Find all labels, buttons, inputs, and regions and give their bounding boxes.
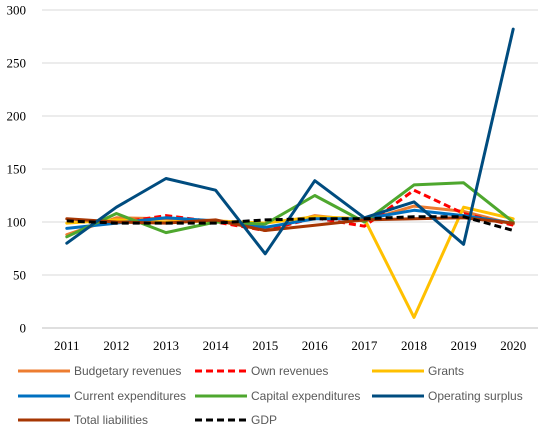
series-lines: [65, 27, 515, 319]
x-tick-label: 2013: [153, 338, 179, 353]
x-tick-label: 2019: [451, 338, 477, 353]
legend-label: Budgetary revenues: [74, 364, 181, 378]
y-tick-label: 100: [7, 215, 27, 230]
legend-label: Capital expenditures: [251, 389, 360, 403]
legend-label: Total liabilities: [74, 413, 148, 427]
x-tick-label: 2016: [302, 338, 329, 353]
x-tick-label: 2015: [252, 338, 278, 353]
y-tick-label: 250: [7, 56, 27, 71]
x-tick-label: 2017: [351, 338, 378, 353]
legend-label: Current expenditures: [74, 389, 186, 403]
legend-label: GDP: [251, 413, 277, 427]
y-tick-label: 150: [7, 162, 27, 177]
legend: Budgetary revenues Own revenues Grants Curr…: [18, 364, 523, 427]
x-tick-label: 2012: [103, 338, 129, 353]
series-line-total-liabilities: [65, 216, 515, 232]
y-axis-ticks: 0 50 100 150 200 250 300: [7, 3, 27, 336]
series-line-current-expenditures: [65, 208, 515, 230]
y-tick-label: 300: [7, 3, 27, 18]
x-tick-label: 2020: [500, 338, 526, 353]
x-tick-label: 2011: [54, 338, 80, 353]
legend-label: Own revenues: [251, 364, 328, 378]
x-tick-label: 2018: [401, 338, 427, 353]
gridlines: [42, 9, 538, 329]
x-tick-label: 2014: [203, 338, 230, 353]
y-tick-label: 0: [20, 321, 27, 336]
legend-label: Grants: [428, 364, 464, 378]
x-axis-ticks: 2011 2012 2013 2014 2015 2016 2017 2018 2019 2020: [54, 338, 526, 353]
series-line-operating-surplus: [65, 27, 515, 256]
series-line-gdp: [66, 215, 514, 232]
y-tick-label: 50: [13, 268, 26, 283]
y-tick-label: 200: [7, 109, 27, 124]
legend-label: Operating surplus: [428, 389, 523, 403]
